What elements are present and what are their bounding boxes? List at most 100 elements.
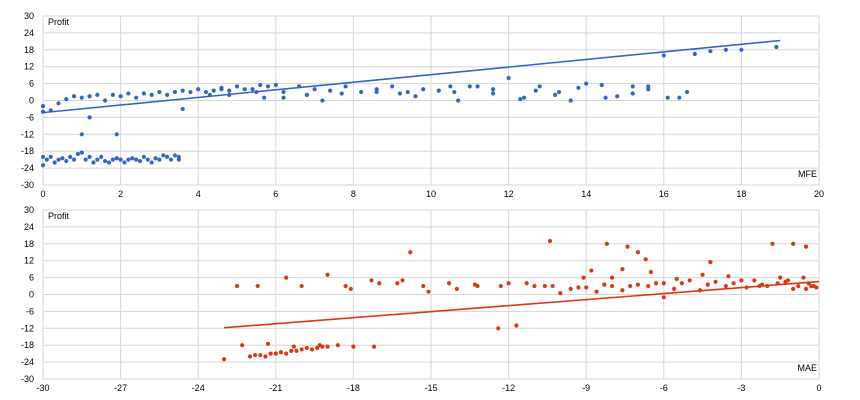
chart1-data-point: [281, 89, 286, 95]
chart1-y-tick-label: -18: [21, 146, 34, 156]
chart2-data-point: [304, 345, 309, 351]
chart2-y-axis-label: Profit: [48, 211, 70, 221]
chart2-data-point: [661, 281, 666, 286]
chart1-data-point: [739, 47, 744, 52]
chart1-data-point: [452, 89, 457, 95]
chart1-data-point: [262, 95, 267, 100]
chart1-data-point: [339, 91, 344, 96]
chart1-data-point: [390, 84, 395, 89]
chart2-data-point: [594, 289, 599, 294]
chart1-data-point: [553, 92, 558, 97]
chart2-data-point: [547, 238, 553, 244]
chart1-data-point: [506, 75, 511, 81]
chart2-x-tick-label: -3: [737, 383, 745, 393]
chart2-data-point: [506, 281, 511, 286]
chart1-data-point: [60, 156, 65, 161]
chart2-data-point: [278, 350, 284, 355]
chart2-data-point: [258, 352, 263, 358]
chart1-y-tick-label: 6: [29, 79, 34, 89]
chart2-data-point: [447, 281, 452, 286]
chart2-x-tick-label: -18: [347, 383, 360, 393]
chart2-data-point: [498, 283, 503, 289]
chart2-x-tick-label: -21: [269, 383, 282, 393]
chart1-y-axis-label: Profit: [48, 17, 70, 27]
chart1-data-point: [75, 151, 81, 157]
chart1-data-point: [234, 84, 240, 89]
chart2-data-point: [263, 354, 268, 359]
chart2-data-point: [371, 344, 377, 349]
chart2-data-point: [317, 343, 322, 348]
chart1-x-tick-label: 10: [426, 189, 436, 199]
chart1-data-point: [114, 156, 119, 161]
chart2-data-point: [335, 343, 340, 348]
chart1-y-tick-label: -12: [21, 129, 34, 139]
chart1-data-point: [48, 154, 53, 159]
chart2-data-point: [558, 290, 563, 296]
chart1-data-point: [227, 88, 232, 93]
chart1-data-point: [71, 157, 77, 162]
chart2-data-point: [620, 267, 625, 272]
chart1-data-point: [95, 157, 100, 162]
chart1-data-point: [149, 160, 154, 165]
chart2-data-point: [785, 278, 791, 283]
chart2-data-point: [255, 283, 260, 289]
chart1-data-point: [102, 158, 108, 164]
chart1-data-point: [149, 92, 154, 97]
chart1-data-point: [518, 96, 523, 102]
chart1-data-point: [118, 94, 123, 99]
chart1-data-point: [343, 84, 348, 89]
chart2-data-point: [635, 250, 641, 255]
chart2-data-point: [625, 244, 630, 249]
chart2-trend-line: [224, 280, 820, 329]
chart1-data-point: [359, 89, 364, 95]
chart1-data-point: [141, 91, 146, 96]
chart1-data-point: [145, 157, 150, 162]
chart2-data-point: [739, 278, 744, 283]
chart2-data-point: [602, 282, 607, 287]
chart1-data-point: [630, 84, 635, 89]
chart1-data-point: [110, 92, 115, 97]
chart1-x-tick-label: 20: [814, 189, 824, 199]
chart2-data-point: [532, 283, 537, 289]
chart2-data-point: [811, 283, 816, 289]
chart1-data-point: [44, 157, 49, 162]
chart2-data-point: [620, 288, 625, 293]
chart1-data-point: [250, 87, 255, 92]
chart2-y-tick-label: 18: [24, 239, 34, 249]
chart1-data-point: [265, 84, 271, 89]
chart1-data-point: [79, 150, 84, 155]
chart1-data-point: [576, 85, 581, 90]
chart1-data-point: [661, 53, 666, 58]
chart2-y-tick-label: 12: [24, 256, 34, 266]
chart2-data-point: [635, 282, 641, 287]
chart2-data-point: [791, 241, 796, 246]
chart1-data-point: [665, 95, 670, 100]
chart2-data-point: [268, 351, 273, 356]
chart1-data-point: [211, 88, 216, 93]
chart1-data-point: [258, 82, 263, 88]
chart1-data-point: [615, 94, 620, 99]
chart2-data-point: [289, 348, 294, 353]
chart1-data-point: [421, 87, 426, 92]
chart1-data-point: [64, 158, 69, 164]
chart1-y-tick-label: 0: [29, 96, 34, 106]
chart2-data-point: [770, 241, 775, 246]
chart1-data-point: [157, 89, 162, 95]
chart2-data-point: [803, 286, 809, 291]
chart2-x-tick-label: -6: [660, 383, 668, 393]
chart2-data-point: [253, 352, 258, 358]
chart1-x-tick-label: 12: [504, 189, 514, 199]
chart2-data-point: [550, 283, 555, 289]
chart2-data-point: [291, 344, 297, 349]
chart1-data-point: [537, 84, 542, 89]
chart1-data-point: [242, 87, 247, 92]
chart1-data-point: [708, 49, 713, 54]
chart1-x-tick-label: 14: [581, 189, 591, 199]
chart1-data-point: [603, 95, 608, 100]
chart1-data-point: [118, 157, 123, 162]
chart1-data-point: [161, 153, 166, 158]
chart1-x-tick-label: 6: [273, 189, 278, 199]
chart1-data-point: [723, 47, 728, 52]
chart1-data-point: [64, 96, 69, 102]
